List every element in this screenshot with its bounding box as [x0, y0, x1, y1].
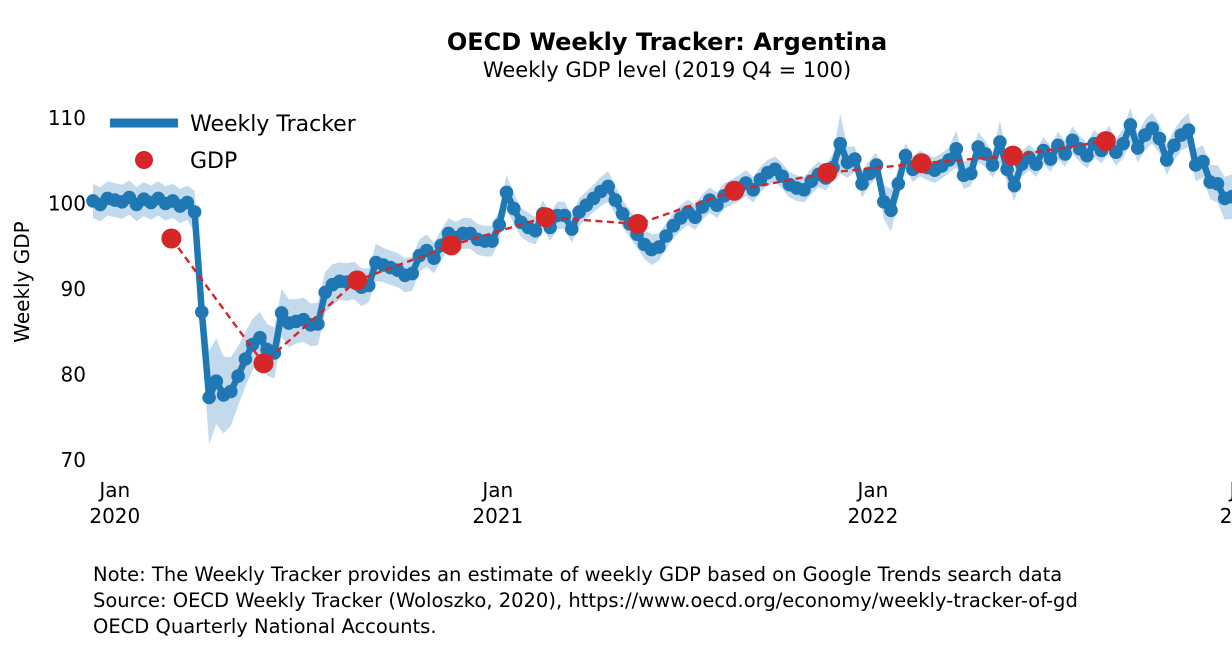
x-tick-year-label: 2021 [472, 504, 523, 528]
gdp-series [161, 131, 1116, 374]
x-tick-year-label: 2023 [1220, 504, 1232, 528]
weekly-tracker-point [710, 198, 724, 212]
gdp-point [724, 180, 745, 201]
x-axis-ticks: Jan2020Jan2021Jan2022Jan2023 [89, 478, 1232, 528]
weekly-tracker-point [1210, 177, 1225, 191]
footnote: Note: The Weekly Tracker provides an est… [93, 562, 1232, 640]
weekly-tracker-point [855, 177, 869, 191]
weekly-tracker-point [187, 205, 202, 219]
weekly-tracker-point [405, 266, 420, 281]
y-tick-label: 100 [48, 192, 86, 216]
gdp-point [627, 214, 648, 234]
weekly-tracker-point [964, 166, 978, 181]
gdp-point [1095, 131, 1116, 152]
gdp-point [535, 207, 556, 228]
legend-weekly-tracker-label: Weekly Tracker [190, 112, 357, 137]
weekly-tracker-point [993, 135, 1007, 149]
footnote-line-2: Source: OECD Weekly Tracker (Woloszko, 2… [93, 589, 1078, 612]
gdp-point [1002, 145, 1023, 166]
weekly-tracker-point [209, 374, 224, 389]
weekly-tracker-point [1159, 153, 1174, 167]
legend: Weekly Tracker GDP [110, 112, 357, 174]
weekly-tracker-point [1181, 123, 1196, 137]
x-tick-month-label: Jan [855, 478, 888, 502]
x-tick-month-label: Jan [480, 478, 513, 502]
x-tick-month-label: Jan [97, 478, 130, 502]
gdp-point [161, 228, 182, 249]
weekly-tracker-point [180, 195, 195, 210]
weekly-tracker-point [898, 148, 913, 163]
x-tick-year-label: 2020 [89, 504, 140, 528]
weekly-tracker-point [499, 185, 514, 200]
weekly-tracker-point [311, 317, 325, 331]
weekly-tracker-point [507, 201, 521, 216]
weekly-tracker-point [1116, 136, 1130, 151]
weekly-tracker-point [608, 193, 623, 207]
weekly-tracker-point [238, 352, 253, 366]
weekly-tracker-point [1196, 154, 1210, 169]
weekly-tracker-point [884, 203, 898, 218]
weekly-tracker-point [949, 142, 964, 156]
weekly-tracker-point [195, 305, 209, 319]
weekly-tracker-point [1145, 121, 1159, 136]
weekly-tracker-point [485, 234, 499, 248]
weekly-tracker-point [1225, 189, 1232, 204]
footnote-line-1: Note: The Weekly Tracker provides an est… [93, 563, 1063, 586]
weekly-tracker-point [601, 179, 615, 194]
weekly-tracker-point [1130, 141, 1145, 155]
gdp-point [253, 353, 274, 374]
weekly-tracker-point [231, 369, 245, 383]
weekly-tracker-point [985, 158, 1000, 172]
weekly-tracker-point [224, 384, 238, 399]
weekly-tracker-point [1152, 131, 1167, 146]
weekly-tracker-point [833, 136, 847, 151]
weekly-tracker-point [1167, 138, 1181, 153]
weekly-tracker-point [1029, 157, 1043, 171]
legend-gdp-swatch [135, 151, 153, 169]
weekly-tracker-point [1080, 148, 1094, 163]
gdp-point [817, 162, 838, 183]
y-tick-label: 110 [48, 106, 86, 130]
weekly-tracker-point [1058, 147, 1072, 161]
weekly-tracker-point [652, 240, 666, 254]
weekly-tracker-point [557, 208, 572, 223]
y-axis-ticks: 70 80 90 100 110 [48, 106, 86, 472]
weekly-tracker-point [1043, 152, 1058, 166]
weekly-tracker-point [492, 218, 507, 232]
weekly-tracker-point [659, 229, 673, 243]
y-tick-label: 70 [61, 448, 86, 472]
weekly-tracker-point [688, 210, 702, 224]
weekly-tracker-point [869, 158, 884, 172]
legend-gdp-label: GDP [190, 149, 237, 174]
weekly-tracker-point [565, 222, 579, 236]
weekly-tracker-point [427, 251, 441, 265]
weekly-tracker-point [202, 390, 216, 405]
weekly-tracker-point [848, 152, 862, 166]
footnote-line-3: OECD Quarterly National Accounts. [93, 615, 437, 638]
weekly-tracker-point [891, 177, 906, 191]
y-tick-label: 90 [61, 277, 86, 301]
chart-title: OECD Weekly Tracker: Argentina [446, 28, 888, 56]
weekly-tracker-point [1123, 118, 1138, 132]
weekly-tracker-point [528, 224, 543, 238]
gdp-point [347, 270, 368, 291]
x-tick-month-label: Jan [1228, 478, 1232, 502]
weekly-tracker-point [1000, 162, 1014, 177]
gdp-point [911, 153, 932, 174]
y-tick-label: 80 [61, 362, 86, 386]
gdp-point [441, 235, 462, 256]
weekly-tracker-point [1007, 178, 1022, 193]
chart-subtitle: Weekly GDP level (2019 Q4 = 100) [482, 58, 852, 82]
weekly-tracker-point [274, 306, 289, 320]
weekly-tracker-point [615, 207, 630, 221]
weekly-tracker-point [253, 330, 267, 345]
x-tick-year-label: 2022 [847, 504, 898, 528]
